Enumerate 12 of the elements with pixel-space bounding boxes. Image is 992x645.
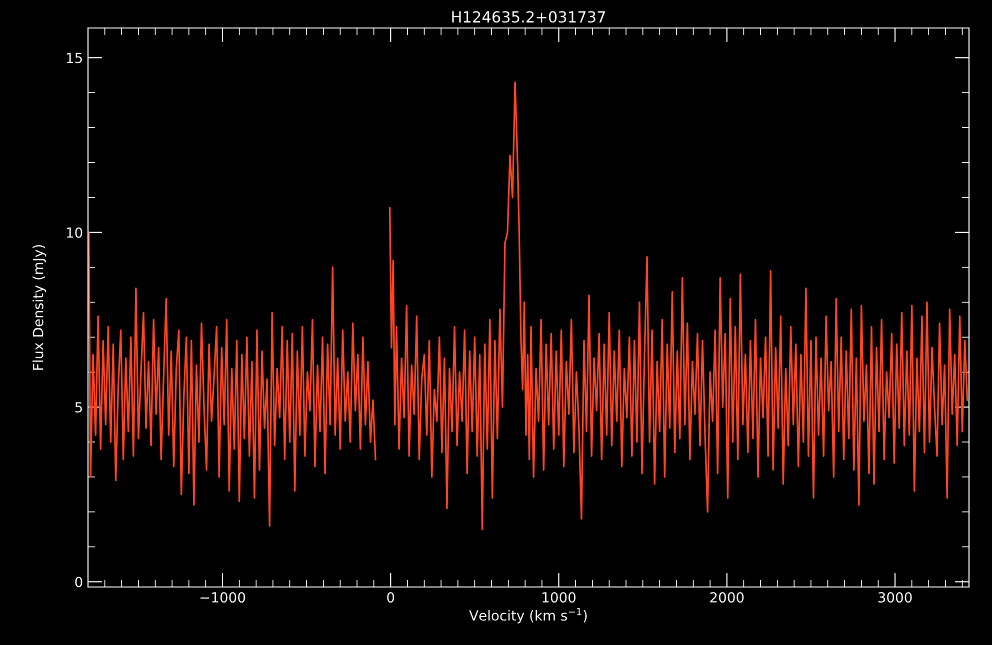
x-tick-label: 3000 — [878, 592, 912, 603]
x-tick-label: −1000 — [200, 592, 246, 603]
x-axis-title: Velocity (km s$^{−1}$) — [469, 608, 587, 624]
x-tick-label: 1000 — [542, 592, 576, 603]
x-tick-label: 2000 — [710, 592, 744, 603]
y-tick-label: 15 — [66, 52, 82, 64]
chart-title: H124635.2+031737 — [452, 11, 605, 23]
x-tick-label: 0 — [387, 592, 394, 603]
y-tick-label: 10 — [66, 227, 82, 238]
y-tick-label: 0 — [75, 576, 82, 588]
y-tick-label: 5 — [75, 402, 82, 413]
y-axis-title: Flux Density (mJy) — [32, 245, 46, 370]
